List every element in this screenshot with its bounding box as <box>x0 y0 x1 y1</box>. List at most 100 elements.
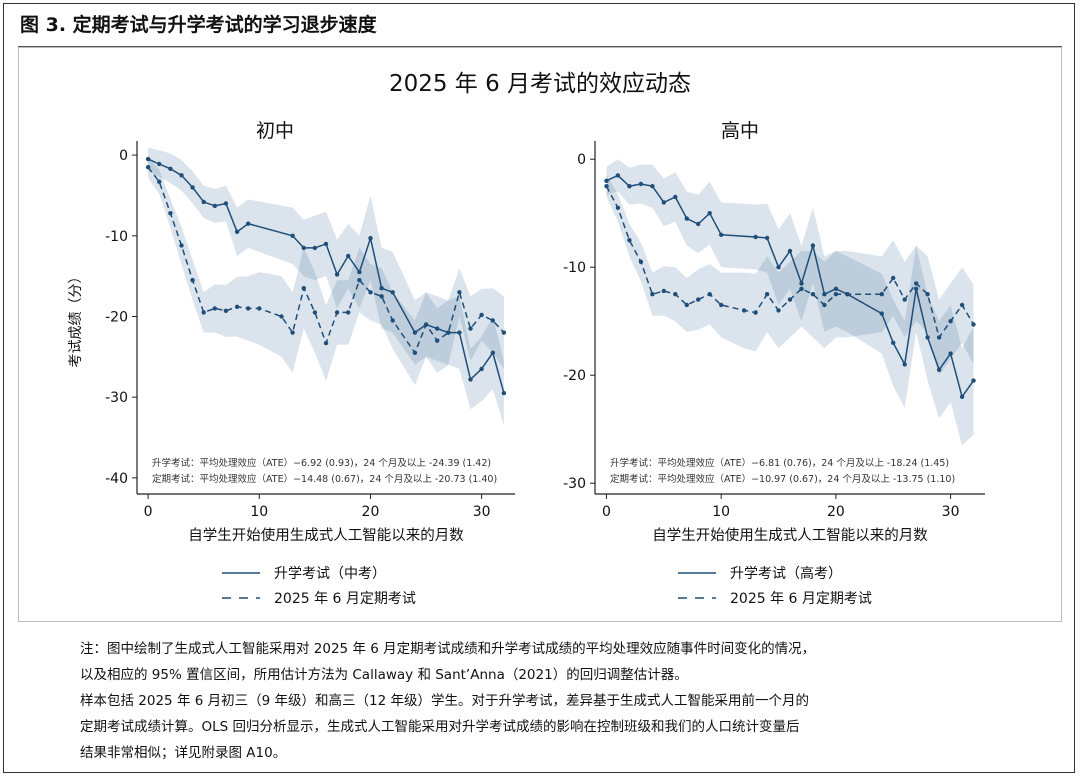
data-point <box>787 248 793 254</box>
x-axis-label: 自学生开始使用生成式人工智能以来的月数 <box>188 527 464 544</box>
confidence-band <box>606 175 974 376</box>
data-point <box>357 278 362 283</box>
data-point <box>936 367 942 372</box>
series-line-periodic-exam <box>605 185 975 340</box>
data-point <box>223 201 229 206</box>
note-line: 结果非常相似；详见附录图 A10。 <box>80 745 287 761</box>
data-point <box>390 290 395 295</box>
data-point <box>368 236 373 241</box>
data-point <box>246 306 251 311</box>
data-point <box>446 330 451 335</box>
data-point <box>799 286 804 291</box>
x-tick-label: 20 <box>827 504 845 520</box>
chart-main-title: 2025 年 6 月考试的效应动态 <box>388 71 692 97</box>
data-point <box>948 351 953 356</box>
data-point <box>627 184 632 189</box>
data-point <box>914 281 919 286</box>
data-point <box>157 161 162 167</box>
data-point <box>879 311 884 316</box>
data-point <box>753 310 758 315</box>
y-tick-label: -20 <box>105 309 128 325</box>
data-point <box>684 302 689 308</box>
ate-annotation: 定期考试：平均处理效应（ATE）−10.97 (0.67)，24 个月及以上 -… <box>610 473 955 485</box>
data-point <box>168 166 173 171</box>
data-point <box>145 165 151 170</box>
data-point <box>604 178 609 183</box>
data-point <box>290 330 295 335</box>
data-point <box>707 292 712 297</box>
note-line: 注：图中绘制了生成式人工智能采用对 2025 年 6 月定期考试成绩和升学考试成… <box>80 641 816 657</box>
data-point <box>234 229 240 234</box>
data-point <box>301 245 306 251</box>
x-axis-label: 自学生开始使用生成式人工智能以来的月数 <box>652 527 928 544</box>
x-tick-label: 0 <box>602 504 611 520</box>
x-tick-label: 10 <box>250 504 268 520</box>
panel-title: 初中 <box>256 120 294 142</box>
data-point <box>179 243 184 248</box>
data-point <box>190 185 195 190</box>
data-point <box>925 292 930 297</box>
data-point <box>959 302 965 308</box>
data-point <box>776 308 781 313</box>
data-point <box>673 194 678 200</box>
data-point <box>638 259 644 264</box>
note-line: 定期考试成绩计算。OLS 回归分析显示，生成式人工智能采用对升学考试成绩的影响在… <box>80 719 800 735</box>
data-point <box>810 292 816 297</box>
data-point <box>971 378 976 383</box>
data-point <box>879 292 884 297</box>
data-point <box>959 394 965 399</box>
data-point <box>223 308 229 313</box>
data-point <box>334 272 340 277</box>
data-point <box>948 319 953 324</box>
data-point <box>902 362 907 367</box>
data-point <box>501 330 507 335</box>
data-point <box>212 203 217 209</box>
data-point <box>650 292 655 297</box>
data-point <box>845 292 850 297</box>
confidence-band <box>148 147 504 426</box>
data-point <box>301 286 306 291</box>
data-point <box>379 286 384 291</box>
data-point <box>201 310 206 315</box>
data-point <box>312 245 318 251</box>
data-point <box>435 338 440 343</box>
confidence-band <box>606 159 974 446</box>
figure-title: 图 3. 定期考试与升学考试的学习退步速度 <box>20 14 377 36</box>
data-point <box>234 304 240 309</box>
ate-annotation: 升学考试：平均处理效应（ATE）−6.81 (0.76)，24 个月及以上 -1… <box>610 457 949 469</box>
data-point <box>627 238 632 243</box>
data-point <box>891 340 896 345</box>
legend-label: 2025 年 6 月定期考试 <box>274 591 416 607</box>
data-point <box>707 211 712 216</box>
data-point <box>776 265 781 270</box>
data-point <box>290 233 295 238</box>
data-point <box>346 310 351 315</box>
data-point <box>479 312 484 318</box>
data-point <box>490 350 495 355</box>
notes: 注：图中绘制了生成式人工智能采用对 2025 年 6 月定期考试成绩和升学考试成… <box>80 636 1040 766</box>
data-point <box>468 377 473 382</box>
legend-label: 升学考试（高考） <box>730 565 842 582</box>
panel-title: 高中 <box>721 120 759 142</box>
data-point <box>190 278 195 283</box>
data-point <box>157 179 162 184</box>
data-point <box>971 322 976 327</box>
data-point <box>212 306 217 311</box>
data-point <box>412 350 418 355</box>
data-point <box>753 234 758 240</box>
title-divider <box>18 46 1062 47</box>
data-point <box>787 297 793 302</box>
y-tick-label: -40 <box>105 471 128 487</box>
data-point <box>279 314 284 319</box>
data-point <box>334 310 340 315</box>
data-point <box>501 390 507 396</box>
legend-label: 升学考试（中考） <box>274 566 386 582</box>
data-point <box>257 306 262 311</box>
data-point <box>468 326 473 331</box>
x-tick-label: 20 <box>362 504 380 520</box>
data-point <box>741 308 747 313</box>
y-tick-label: -20 <box>563 368 586 384</box>
plot-area-border <box>18 47 1062 622</box>
data-point <box>822 292 827 297</box>
